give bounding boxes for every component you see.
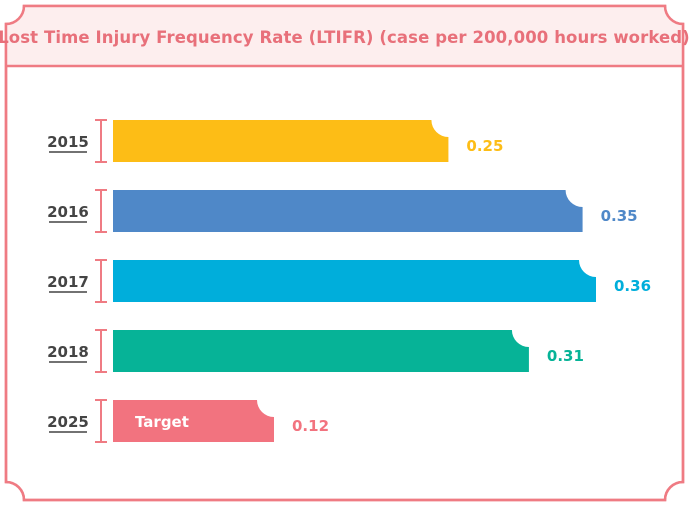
tick-label: 2016 — [47, 203, 89, 221]
outer-frame-border — [4, 4, 685, 502]
bar — [113, 120, 449, 162]
bar — [113, 260, 596, 302]
outer-frame — [4, 4, 685, 502]
data-label: 0.35 — [601, 207, 638, 225]
data-label: 0.12 — [292, 417, 329, 435]
bar — [113, 190, 583, 232]
tick-label: 2025 — [47, 413, 89, 431]
chart-title: Lost Time Injury Frequency Rate (LTIFR) … — [0, 27, 690, 47]
data-label: 0.25 — [466, 137, 503, 155]
data-label: 0.36 — [614, 277, 651, 295]
tick-label: 2017 — [47, 273, 89, 291]
tick-label: 2018 — [47, 343, 89, 361]
bar-inner-label: Target — [135, 413, 189, 431]
header-band — [6, 6, 683, 66]
bar — [113, 330, 529, 372]
data-label: 0.31 — [547, 347, 584, 365]
tick-label: 2015 — [47, 133, 89, 151]
bar — [113, 400, 274, 442]
